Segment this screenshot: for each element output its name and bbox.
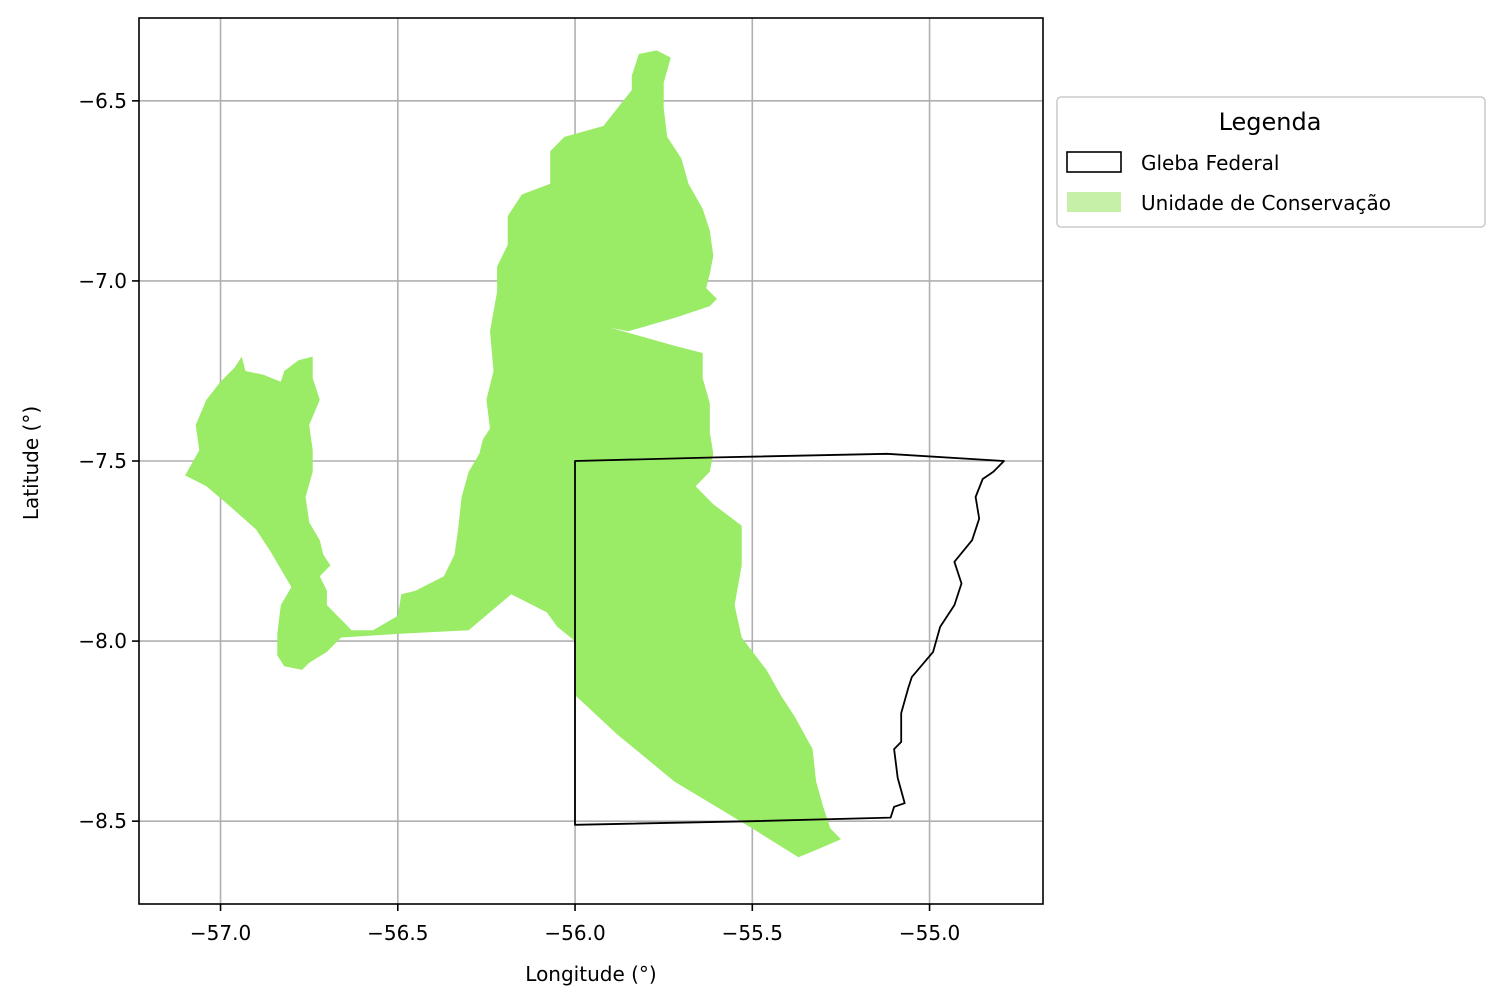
legend-label-gleba-federal: Gleba Federal [1141, 151, 1279, 175]
gleba-federal-polygon [574, 452, 1005, 826]
y-tick-label: −8.0 [78, 629, 127, 653]
x-axis-label: Longitude (°) [525, 962, 656, 986]
unidade-de-conservacao-polygon [185, 50, 841, 858]
legend: Legenda Gleba Federal Unidade de Conserv… [1056, 96, 1486, 228]
y-tick-label: −7.0 [78, 269, 127, 293]
x-axis-ticks: −57.0 −56.5 −56.0 −55.5 −55.0 [190, 904, 960, 945]
x-tick-label: −56.0 [544, 921, 605, 945]
y-axis-label: Latitude (°) [19, 406, 43, 520]
legend-swatch-gleba-federal [1066, 151, 1122, 173]
map-layers [185, 50, 1005, 858]
legend-title: Legenda [1219, 108, 1322, 136]
x-tick-label: −56.5 [367, 921, 428, 945]
x-tick-label: −55.5 [722, 921, 783, 945]
y-tick-label: −6.5 [78, 89, 127, 113]
y-tick-label: −8.5 [78, 809, 127, 833]
y-axis-ticks: −6.5 −7.0 −7.5 −8.0 −8.5 [78, 89, 139, 833]
legend-box [1056, 96, 1486, 228]
x-tick-label: −57.0 [190, 921, 251, 945]
legend-swatch-unidade-de-conservacao [1067, 192, 1121, 212]
plot-area: −57.0 −56.5 −56.0 −55.5 −55.0 −6.5 −7.0 −7.5 −8… [78, 17, 1044, 945]
x-tick-label: −55.0 [899, 921, 960, 945]
legend-label-unidade-de-conservacao: Unidade de Conservação [1141, 191, 1391, 215]
y-tick-label: −7.5 [78, 449, 127, 473]
